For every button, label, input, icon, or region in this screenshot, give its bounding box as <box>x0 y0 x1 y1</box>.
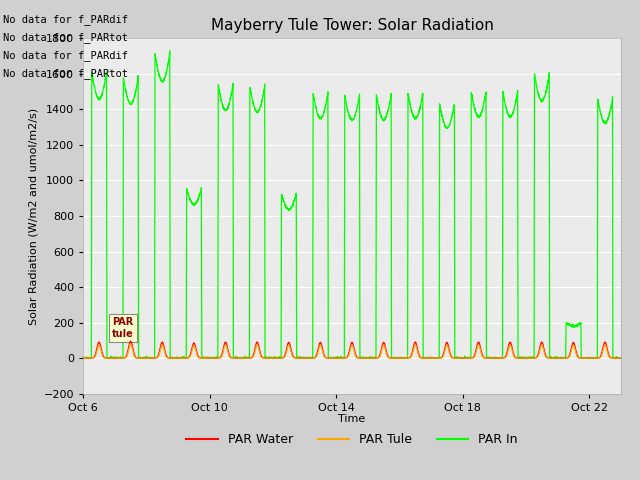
Legend: PAR Water, PAR Tule, PAR In: PAR Water, PAR Tule, PAR In <box>181 428 523 451</box>
Text: No data for f_PARtot: No data for f_PARtot <box>3 32 128 43</box>
Text: No data for f_PARdif: No data for f_PARdif <box>3 13 128 24</box>
Y-axis label: Solar Radiation (W/m2 and umol/m2/s): Solar Radiation (W/m2 and umol/m2/s) <box>28 108 38 324</box>
X-axis label: Time: Time <box>339 414 365 424</box>
Text: PAR
tule: PAR tule <box>112 317 134 339</box>
Text: No data for f_PARtot: No data for f_PARtot <box>3 68 128 79</box>
Text: No data for f_PARdif: No data for f_PARdif <box>3 50 128 61</box>
Title: Mayberry Tule Tower: Solar Radiation: Mayberry Tule Tower: Solar Radiation <box>211 18 493 33</box>
